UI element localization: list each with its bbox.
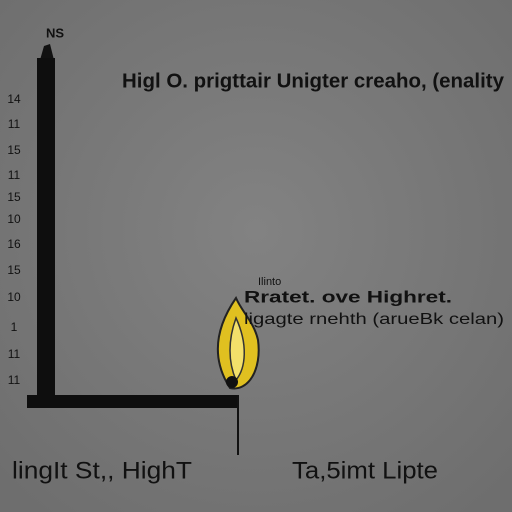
axis-label: 14 (7, 92, 21, 106)
flame-base (226, 376, 238, 388)
footer-right: Ta,5imt Lipte (292, 457, 438, 484)
axis-label: 1 (11, 320, 18, 334)
axis-label: 10 (7, 290, 21, 304)
axis-label: 10 (7, 212, 21, 226)
axis-label: 16 (7, 237, 21, 251)
title: Higl O. prigttair Unigter creaho, (enali… (122, 70, 505, 92)
axis-label: 11 (8, 373, 21, 387)
callout-small: Ilinto (258, 276, 281, 288)
axis-label: 11 (8, 168, 21, 182)
callout-subtitle: ligagte rnehth (arueBk celan) (244, 311, 504, 328)
axis-label: 11 (8, 117, 21, 131)
base-axis (27, 395, 239, 408)
axis-label: 15 (7, 190, 21, 204)
axis-label: 15 (7, 143, 21, 157)
top-label: NS (46, 25, 64, 40)
bar-cap (40, 44, 54, 60)
tall-bar (37, 58, 55, 396)
axis-label: 11 (8, 347, 21, 361)
axis-label: 15 (7, 263, 21, 277)
callout-title: Rratet. ove Highret. (244, 287, 452, 306)
footer-left: lingIt St,, HighT (12, 457, 192, 484)
